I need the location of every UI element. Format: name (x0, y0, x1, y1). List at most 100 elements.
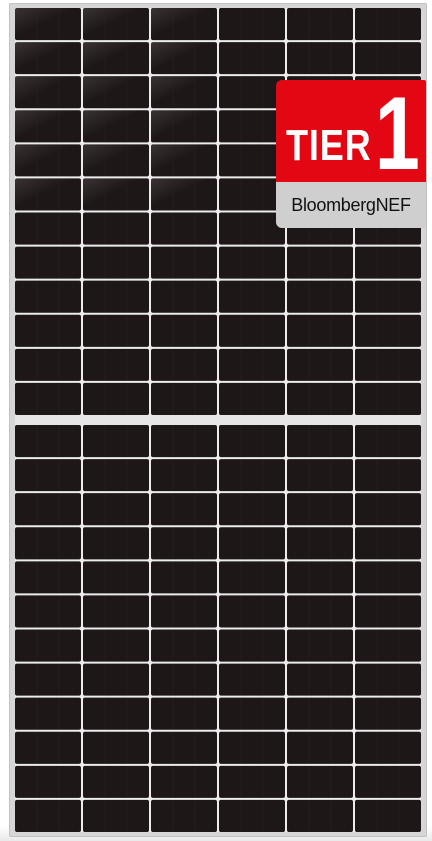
solar-cell (287, 493, 353, 526)
solar-cell (355, 595, 421, 628)
badge-tier-text: TIER (286, 121, 372, 170)
solar-cell (287, 595, 353, 628)
solar-cell (83, 246, 149, 279)
solar-cell (83, 348, 149, 381)
solar-cell (219, 731, 285, 764)
solar-cell (15, 314, 81, 347)
solar-cell (219, 178, 285, 211)
solar-cell (355, 629, 421, 662)
solar-cell (83, 280, 149, 313)
solar-cell (287, 42, 353, 75)
solar-cell (15, 629, 81, 662)
solar-cell (83, 561, 149, 594)
solar-cell (355, 697, 421, 730)
solar-cell (151, 731, 217, 764)
solar-cell (219, 144, 285, 177)
solar-cell (219, 663, 285, 696)
solar-cell (287, 697, 353, 730)
solar-cell (151, 799, 217, 832)
badge-red-panel: TIER 1 (276, 80, 426, 182)
solar-cell (219, 561, 285, 594)
solar-cell (151, 663, 217, 696)
solar-cell (355, 527, 421, 560)
solar-cell (83, 144, 149, 177)
solar-cell (219, 246, 285, 279)
solar-cell (15, 348, 81, 381)
solar-cell (355, 42, 421, 75)
solar-cell (355, 382, 421, 415)
solar-cell (83, 8, 149, 41)
solar-cell (219, 212, 285, 245)
solar-cell (219, 697, 285, 730)
solar-cell (83, 212, 149, 245)
solar-cell (15, 425, 81, 458)
solar-cell (15, 493, 81, 526)
solar-cell (219, 382, 285, 415)
solar-cell (83, 731, 149, 764)
solar-cell (355, 8, 421, 41)
badge-tier-number: 1 (374, 80, 420, 182)
solar-cell (219, 459, 285, 492)
solar-cell (287, 731, 353, 764)
solar-cell (219, 42, 285, 75)
solar-cell (287, 459, 353, 492)
solar-cell (83, 459, 149, 492)
solar-cell (15, 561, 81, 594)
solar-cell (151, 144, 217, 177)
solar-cell (83, 595, 149, 628)
solar-cell (355, 663, 421, 696)
solar-cell (15, 280, 81, 313)
solar-cell (15, 731, 81, 764)
solar-cell (151, 110, 217, 143)
solar-cell (355, 425, 421, 458)
solar-cell (355, 459, 421, 492)
solar-cell (83, 663, 149, 696)
solar-cell (15, 765, 81, 798)
solar-cell (355, 314, 421, 347)
solar-cell (355, 731, 421, 764)
solar-cell (287, 799, 353, 832)
panel-center-divider (15, 415, 421, 425)
solar-cell (151, 629, 217, 662)
solar-cell (355, 765, 421, 798)
solar-cell (151, 697, 217, 730)
badge-brand-text: BloombergNEF (291, 195, 411, 215)
solar-cell (287, 425, 353, 458)
solar-cell (83, 382, 149, 415)
solar-cell (219, 765, 285, 798)
solar-cell (287, 629, 353, 662)
solar-cell (83, 425, 149, 458)
solar-cell (355, 348, 421, 381)
solar-cell (83, 178, 149, 211)
solar-cell (151, 212, 217, 245)
solar-cell (151, 246, 217, 279)
solar-cell (15, 212, 81, 245)
solar-cell (151, 42, 217, 75)
solar-cell (15, 246, 81, 279)
solar-cell (219, 425, 285, 458)
solar-cell (287, 663, 353, 696)
solar-cell (287, 561, 353, 594)
solar-cell (151, 348, 217, 381)
solar-cell (355, 799, 421, 832)
solar-cell (355, 246, 421, 279)
solar-cell (83, 42, 149, 75)
solar-cell (219, 348, 285, 381)
solar-cell (151, 280, 217, 313)
solar-cell (151, 561, 217, 594)
solar-cell (15, 110, 81, 143)
solar-cell (151, 527, 217, 560)
solar-cell (83, 527, 149, 560)
solar-cell (219, 76, 285, 109)
solar-cell (287, 765, 353, 798)
solar-cell (15, 178, 81, 211)
solar-cell (15, 459, 81, 492)
solar-cell (219, 595, 285, 628)
solar-cell (219, 110, 285, 143)
solar-cell (151, 493, 217, 526)
solar-cell (151, 382, 217, 415)
solar-cell (219, 8, 285, 41)
solar-cell (15, 42, 81, 75)
solar-cell (151, 595, 217, 628)
solar-cell (15, 697, 81, 730)
